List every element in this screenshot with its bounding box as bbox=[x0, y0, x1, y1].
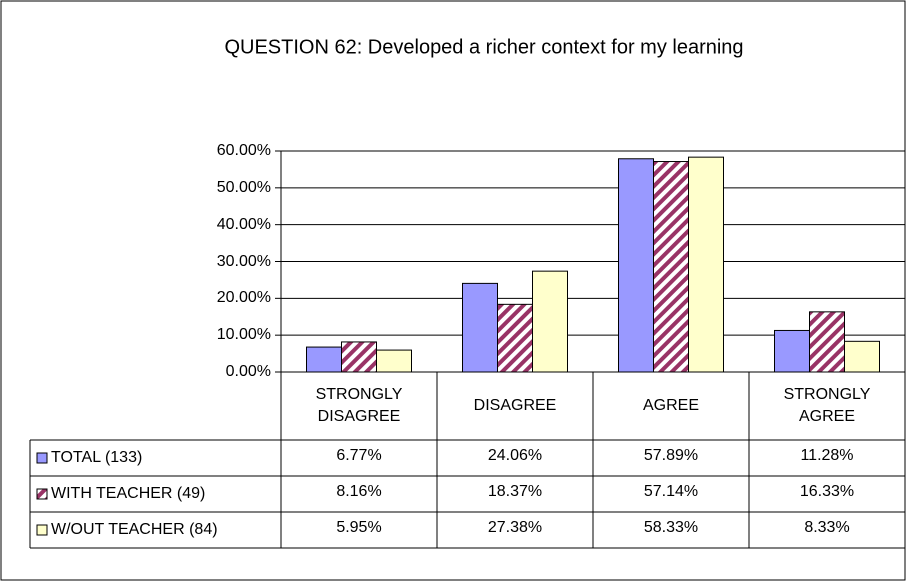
y-tick-label: 10.00% bbox=[216, 326, 271, 344]
table-cell: 27.38% bbox=[487, 519, 543, 536]
bar bbox=[618, 158, 654, 373]
bar bbox=[376, 349, 412, 373]
x-tick-label: DISAGREE bbox=[473, 397, 557, 414]
legend-key bbox=[36, 488, 48, 500]
chart-title: QUESTION 62: Developed a richer context … bbox=[224, 36, 743, 58]
legend-label: WITH TEACHER (49) bbox=[51, 485, 206, 502]
y-tick-label: 40.00% bbox=[216, 215, 271, 233]
y-tick-label: 20.00% bbox=[216, 289, 271, 307]
legend-label: TOTAL (133) bbox=[51, 449, 143, 466]
legend-label: W/OUT TEACHER (84) bbox=[51, 521, 218, 538]
x-tick-label: STRONGLY DISAGREE bbox=[315, 386, 403, 425]
table-cell: 58.33% bbox=[643, 519, 699, 536]
table-cell: 8.33% bbox=[804, 519, 850, 536]
table-cell: 6.77% bbox=[336, 447, 382, 464]
bar bbox=[688, 156, 724, 373]
table-cell: 57.14% bbox=[643, 483, 699, 500]
x-tick-label: AGREE bbox=[642, 397, 699, 414]
bar bbox=[844, 340, 880, 373]
y-tick-label: 60.00% bbox=[216, 142, 271, 159]
bar bbox=[341, 341, 377, 373]
bar bbox=[653, 161, 689, 373]
y-tick-label: 0.00% bbox=[225, 363, 271, 380]
legend-key bbox=[36, 452, 48, 464]
legend-key bbox=[36, 524, 48, 536]
bar bbox=[774, 329, 810, 373]
table-cell: 16.33% bbox=[799, 483, 855, 500]
bar bbox=[306, 346, 342, 373]
bar bbox=[462, 282, 498, 373]
table-cell: 18.37% bbox=[487, 483, 543, 500]
x-tick-label: STRONGLY AGREE bbox=[783, 386, 871, 425]
table-cell: 24.06% bbox=[487, 447, 543, 464]
bar bbox=[809, 311, 845, 373]
table-cell: 11.28% bbox=[800, 447, 854, 464]
bar bbox=[532, 270, 568, 373]
table-cell: 5.95% bbox=[336, 519, 382, 536]
table-cell: 8.16% bbox=[336, 483, 382, 500]
y-tick-label: 50.00% bbox=[216, 178, 271, 196]
y-tick-label: 30.00% bbox=[216, 252, 271, 270]
table-cell: 57.89% bbox=[643, 447, 699, 464]
bar bbox=[497, 303, 533, 373]
